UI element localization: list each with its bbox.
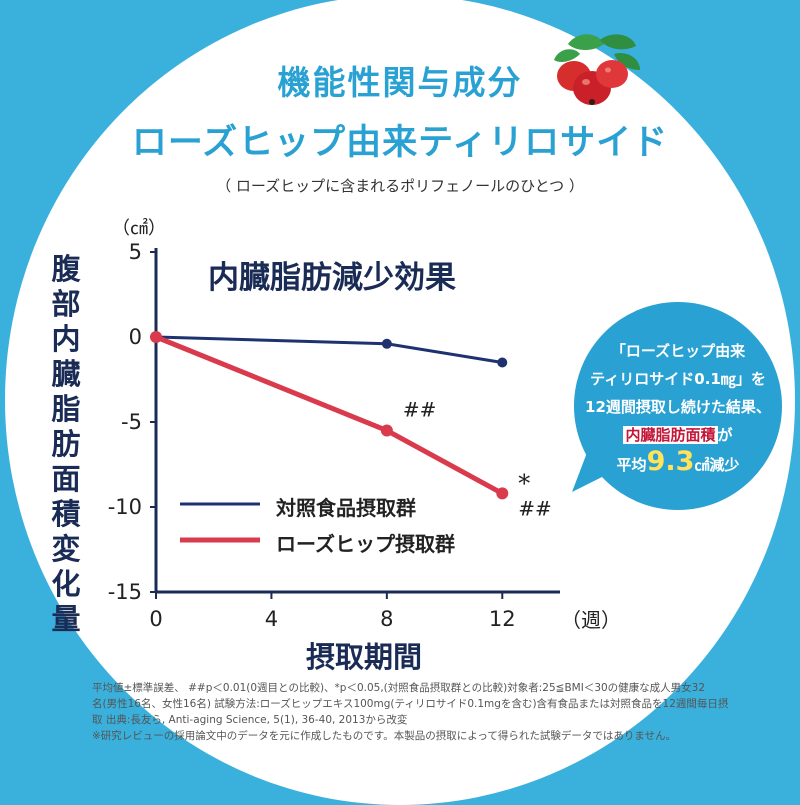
callout-line-5: 平均9.3㎠減少 [616,446,740,477]
chart-ticks: 5 0 -5 -10 -15 0 4 8 12 [108,240,516,631]
footnote-line: 取 出典:長友ら, Anti-aging Science, 5(1), 36-4… [92,714,408,726]
data-point [150,331,162,343]
callout-line-4: 内臓脂肪面積が [623,426,733,444]
x-axis-label: 摂取期間 [305,640,422,674]
x-tick-label: 8 [380,607,393,631]
legend-label-rosehip: ローズヒップ摂取群 [276,532,455,556]
callout-line-1: 「ローズヒップ由来 [610,342,746,360]
y-tick-label: 5 [129,240,142,264]
callout-bubble [572,302,782,510]
y-tick-label: -15 [108,580,142,604]
chart-axes [154,248,560,594]
y-axis-unit: （㎠） [112,218,166,239]
title-ingredient-name: ローズヒップ由来ティリロサイド [131,123,669,163]
footnotes: 平均値±標準誤差、 ##p＜0.01(0週目との比較)、*p＜0.05,(対照食… [92,680,732,744]
chart-annotations: ##*## [403,398,552,521]
callout-highlight: 内臓脂肪面積 [623,426,718,444]
x-tick-label: 0 [149,607,162,631]
y-axis-label: 腹部内臓脂肪面積変化量 [51,252,81,636]
callout-line-2: ティリロサイド0.1㎎」を [590,370,766,388]
chart-legend [180,502,260,543]
subtitle-polyphenol-note: （ ローズヒップに含まれるポリフェノールのひとつ ） [216,177,584,195]
chart-series [150,331,509,500]
y-tick-label: -10 [108,495,142,519]
x-tick-label: 4 [265,607,278,631]
legend-label-control: 対照食品摂取群 [276,496,416,520]
data-point [497,357,508,368]
callout-line-3: 12週間摂取し続けた結果、 [585,398,771,416]
significance-annotation: ## [403,398,437,422]
chart-title: 内臓脂肪減少効果 [208,260,456,296]
y-tick-label: 0 [129,325,142,349]
significance-annotation: * [518,469,530,497]
rosehip-berries-icon [554,34,640,105]
data-point [380,424,393,437]
data-point [496,487,509,500]
series-line-rosehip [155,334,504,496]
footnote-line: 名(男性16名、女性16名) 試験方法:ローズヒップエキス100mg(ティリロサ… [92,698,729,710]
data-point [381,338,392,349]
y-tick-label: -5 [121,410,142,434]
callout-value: 9.3 [646,446,695,477]
significance-annotation: ## [518,496,552,520]
x-axis-unit: （週） [561,608,621,632]
x-tick-label: 12 [489,607,516,631]
title-functional-ingredient: 機能性関与成分 [277,63,523,102]
footnote-line: ※研究レビューの採用論文中のデータを元に作成したものです。本製品の摂取によって得… [92,730,677,742]
footnote-line: 平均値±標準誤差、 ##p＜0.01(0週目との比較)、*p＜0.05,(対照食… [92,682,706,694]
